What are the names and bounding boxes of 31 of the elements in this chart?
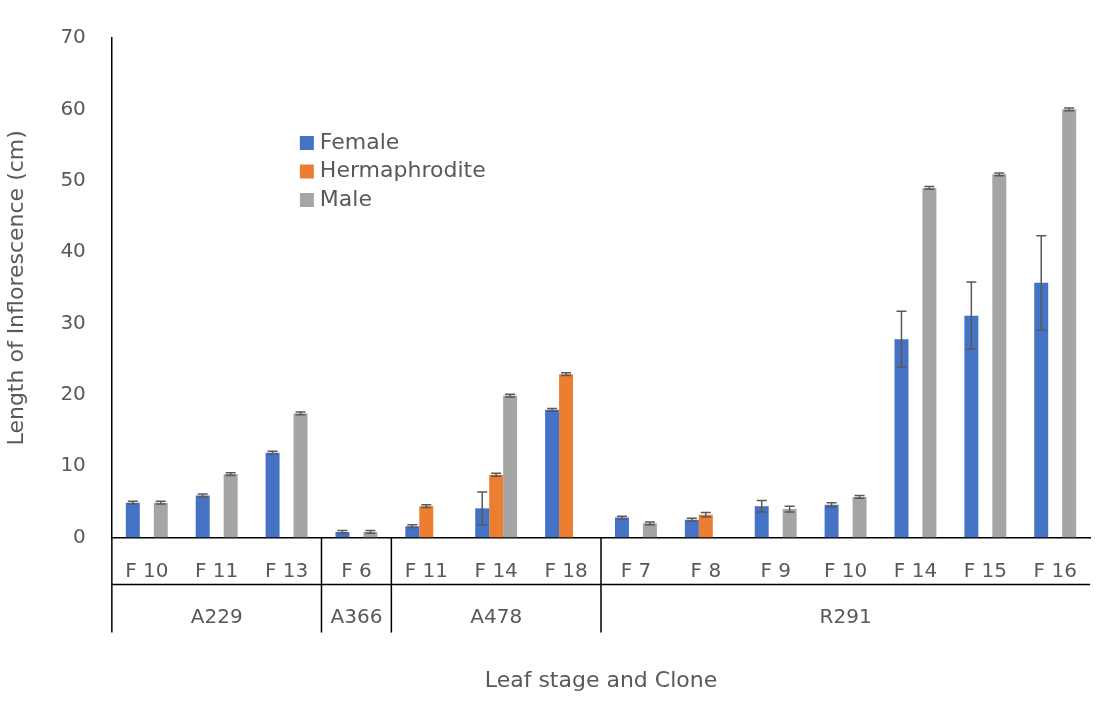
x-tick-label: F 13 — [264, 557, 309, 582]
x-tick-label: F 9 — [760, 557, 791, 582]
x-tick-label: F 16 — [1033, 557, 1077, 582]
y-tick-label: 70 — [60, 24, 86, 49]
x-tick-label: F 8 — [690, 557, 722, 582]
y-tick-label: 60 — [60, 95, 86, 120]
y-tick-label: 20 — [60, 381, 86, 406]
legend-label: Male — [319, 185, 372, 211]
x-tick-label: F 14 — [893, 557, 938, 582]
y-tick-label: 40 — [60, 238, 86, 263]
y-tick-label: 50 — [60, 166, 86, 191]
x-tick-label: F 14 — [474, 557, 518, 582]
x-tick-label: F 7 — [620, 557, 652, 582]
y-tick-label: 0 — [73, 523, 86, 548]
y-axis-title: Length of Inflorescence (cm) — [2, 130, 28, 446]
x-tick-label: F 11 — [404, 557, 448, 582]
text: A478 — [470, 603, 523, 628]
text: A366 — [330, 603, 383, 628]
text: R291 — [819, 603, 872, 628]
y-tick-label: 10 — [60, 452, 86, 477]
legend-label: Female — [319, 128, 400, 154]
x-tick-label: F 15 — [963, 557, 1007, 582]
text: A229 — [190, 603, 243, 628]
legend-label: Hermaphrodite — [319, 157, 486, 183]
x-tick-label: F 10 — [125, 557, 169, 582]
x-tick-label: F 18 — [544, 557, 588, 582]
y-tick-label: 30 — [60, 309, 86, 334]
x-tick-label: F 6 — [341, 557, 372, 582]
x-tick-label: F 11 — [195, 557, 239, 582]
x-tick-label: F 10 — [823, 557, 868, 582]
x-axis-title: Leaf stage and Clone — [484, 666, 718, 692]
